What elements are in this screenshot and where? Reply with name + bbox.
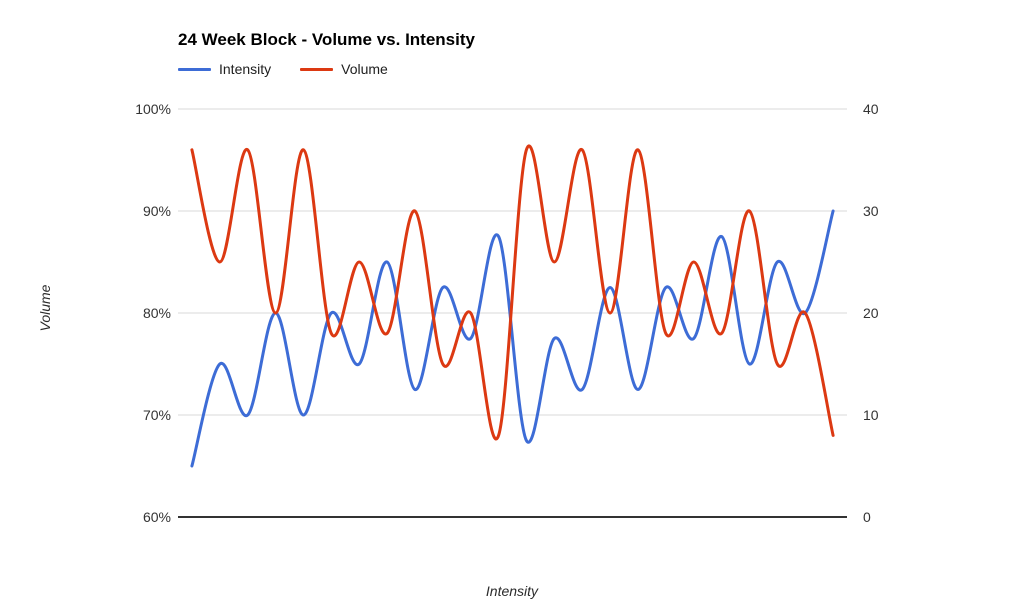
left-axis-tick-70: 70% bbox=[142, 407, 171, 423]
chart-title: 24 Week Block - Volume vs. Intensity bbox=[178, 30, 475, 49]
intensity-line-swatch-icon bbox=[178, 67, 211, 71]
right-axis-tick-30: 30 bbox=[863, 203, 879, 219]
right-axis-tick-10: 10 bbox=[863, 407, 879, 423]
right-axis-tick-20: 20 bbox=[863, 305, 879, 321]
intensity-line bbox=[190, 209, 835, 468]
left-axis-title: Volume bbox=[37, 284, 53, 332]
left-axis-tick-80: 80% bbox=[142, 305, 171, 321]
legend: Intensity Volume bbox=[178, 61, 388, 77]
volume-line bbox=[190, 144, 835, 441]
legend-label-volume: Volume bbox=[341, 61, 388, 77]
x-axis-title: Intensity bbox=[485, 583, 539, 599]
right-axis-tick-40: 40 bbox=[863, 101, 879, 117]
left-axis-tick-100: 100% bbox=[135, 101, 171, 117]
legend-label-intensity: Intensity bbox=[219, 61, 272, 77]
left-axis-tick-60: 60% bbox=[142, 509, 171, 525]
right-axis-tick-0: 0 bbox=[863, 509, 871, 525]
left-axis-tick-90: 90% bbox=[142, 203, 171, 219]
legend-item-intensity: Intensity bbox=[178, 61, 271, 77]
volume-line-swatch-icon bbox=[300, 67, 334, 71]
legend-item-volume: Volume bbox=[300, 61, 388, 77]
